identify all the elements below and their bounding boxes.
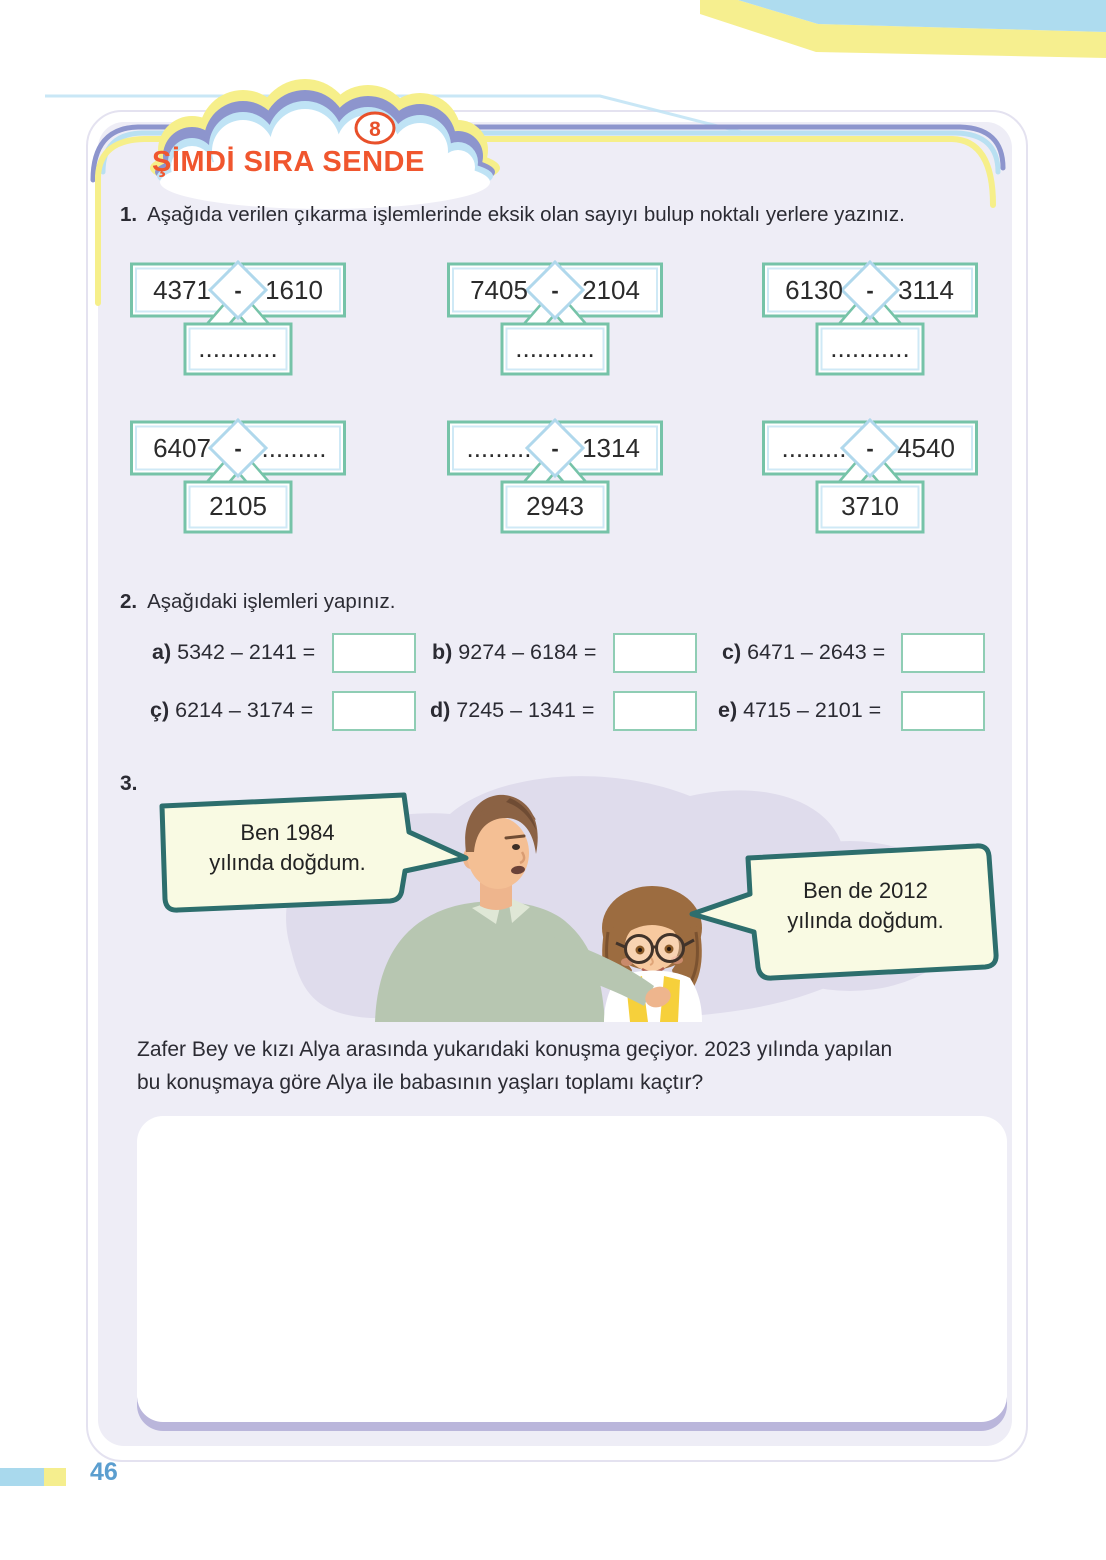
- subtrahend-value: 3114: [898, 275, 954, 305]
- exercise2-prompt-text: Aşağıdaki işlemleri yapınız.: [147, 590, 396, 613]
- exercise1-number: 1.: [120, 203, 138, 226]
- ex2-item-cc-label: ç): [150, 698, 170, 722]
- father-illustration: [375, 794, 605, 1022]
- result-blank[interactable]: ...........: [830, 333, 909, 363]
- footer-yellow-bar: [44, 1468, 66, 1486]
- ex2-item-a-expression: 5342 – 2141 =: [177, 640, 316, 664]
- daughter-speech-bubble: [689, 843, 999, 981]
- minuend-value: 7405: [470, 275, 528, 305]
- minus-operator: -: [866, 436, 873, 461]
- subtraction-problem-5: ......... - 1314 2943: [447, 417, 663, 534]
- ex2-item-cc-expression: 6214 – 3174 =: [175, 698, 314, 722]
- subtraction-problem-6: ......... - 4540 3710: [762, 417, 978, 534]
- minus-operator: -: [234, 278, 241, 303]
- exercise3-question-line2: bu konuşmaya göre Alya ile babasının yaş…: [137, 1071, 704, 1094]
- subtraction-problem-1: 4371 - 1610 ...........: [130, 259, 346, 376]
- minus-operator: -: [551, 436, 558, 461]
- minuend-value: 6130: [785, 275, 843, 305]
- ex2-item-a-label: a): [152, 640, 172, 664]
- subtrahend-value: 1610: [265, 275, 323, 305]
- ex2-item-c: c) 6471 – 2643 =: [722, 640, 885, 665]
- father-speech-text: Ben 1984 yılında doğdum.: [175, 818, 400, 878]
- ex2-answer-box-cc[interactable]: [332, 691, 416, 731]
- exercise1-prompt: 1. Aşağıda verilen çıkarma işlemlerinde e…: [120, 203, 905, 227]
- subtrahend-value: 4540: [897, 433, 955, 463]
- daughter-speech-line1: Ben de 2012: [803, 878, 928, 903]
- ex2-item-c-label: c): [722, 640, 742, 664]
- minuend-value: 6407: [153, 433, 211, 463]
- result-value: 3710: [841, 491, 899, 521]
- ex2-answer-box-c[interactable]: [901, 633, 985, 673]
- minuend-value: 4371: [153, 275, 211, 305]
- father-arm: [542, 936, 671, 1008]
- exercise1-prompt-text: Aşağıda verilen çıkarma işlemlerinde eks…: [147, 203, 905, 226]
- daughter-speech-text: Ben de 2012 yılında doğdum.: [758, 876, 973, 936]
- minus-operator: -: [234, 436, 241, 461]
- ex2-item-e: e) 4715 – 2101 =: [718, 698, 881, 723]
- minuend-blank[interactable]: .........: [466, 433, 531, 463]
- subtrahend-blank[interactable]: .........: [261, 433, 326, 463]
- ex2-answer-box-d[interactable]: [613, 691, 697, 731]
- minuend-blank[interactable]: .........: [781, 433, 846, 463]
- exercise3-question-line1: Zafer Bey ve kızı Alya arasında yukarıda…: [137, 1038, 893, 1061]
- ex2-item-d-expression: 7245 – 1341 =: [456, 698, 595, 722]
- ex2-answer-box-e[interactable]: [901, 691, 985, 731]
- ex2-item-a: a) 5342 – 2141 =: [152, 640, 315, 665]
- page-title: ŞİMDİ SIRA SENDE: [152, 146, 425, 178]
- ex2-item-b: b) 9274 – 6184 =: [432, 640, 596, 665]
- minus-operator: -: [551, 278, 558, 303]
- page-number: 46: [90, 1458, 118, 1486]
- result-blank[interactable]: ...........: [198, 333, 277, 363]
- father-speech-line1: Ben 1984: [240, 820, 335, 845]
- ex2-item-d-label: d): [430, 698, 451, 722]
- result-blank[interactable]: ...........: [515, 333, 594, 363]
- subtraction-problem-4: 6407 - ......... 2105: [130, 417, 346, 534]
- father-speech-line2: yılında doğdum.: [209, 850, 366, 875]
- exercise3-number: 3.: [120, 772, 138, 795]
- result-value: 2943: [526, 491, 584, 521]
- exercise2-prompt: 2. Aşağıdaki işlemleri yapınız.: [120, 590, 396, 614]
- ex2-item-d: d) 7245 – 1341 =: [430, 698, 594, 723]
- exercise3-answer-area[interactable]: [137, 1116, 1007, 1422]
- ex2-item-e-expression: 4715 – 2101 =: [743, 698, 882, 722]
- result-value: 2105: [209, 491, 267, 521]
- ex2-item-e-label: e): [718, 698, 738, 722]
- daughter-speech-line2: yılında doğdum.: [787, 908, 944, 933]
- ex2-answer-box-a[interactable]: [332, 633, 416, 673]
- subtraction-problem-3: 6130 - 3114 ...........: [762, 259, 978, 376]
- subtrahend-value: 1314: [582, 433, 640, 463]
- ex2-item-b-label: b): [432, 640, 453, 664]
- minus-operator: -: [866, 278, 873, 303]
- subtrahend-value: 2104: [582, 275, 640, 305]
- exercise2-number: 2.: [120, 590, 138, 613]
- ex2-item-cc: ç) 6214 – 3174 =: [150, 698, 313, 723]
- footer-blue-bar: [0, 1468, 44, 1486]
- ex2-answer-box-b[interactable]: [613, 633, 697, 673]
- subtraction-problem-2: 7405 - 2104 ...........: [447, 259, 663, 376]
- father-speech-bubble: [159, 792, 469, 913]
- exercise3-question: Zafer Bey ve kızı Alya arasında yukarıda…: [137, 1033, 1017, 1099]
- ex2-item-c-expression: 6471 – 2643 =: [747, 640, 886, 664]
- ex2-item-b-expression: 9274 – 6184 =: [458, 640, 597, 664]
